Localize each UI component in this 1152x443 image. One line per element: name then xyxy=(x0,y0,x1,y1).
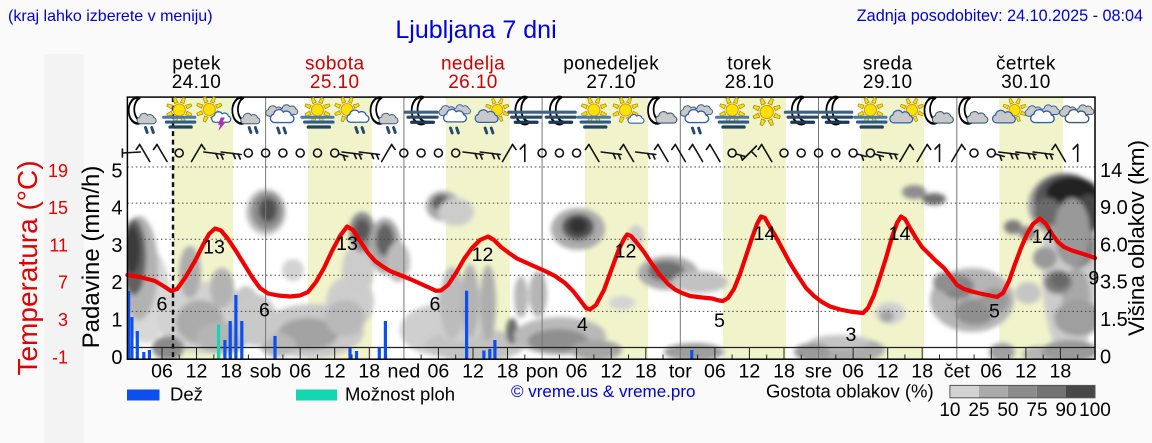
svg-text:28.10: 28.10 xyxy=(725,72,775,93)
svg-text:Višina oblakov (km): Višina oblakov (km) xyxy=(1124,140,1149,336)
svg-text:10: 10 xyxy=(939,400,960,421)
svg-text:25.10: 25.10 xyxy=(310,72,360,93)
svg-text:sobota: sobota xyxy=(305,54,364,75)
svg-text:3: 3 xyxy=(58,310,68,330)
svg-text:06: 06 xyxy=(428,361,450,383)
svg-text:3.5: 3.5 xyxy=(1100,272,1128,294)
svg-text:19: 19 xyxy=(48,161,68,181)
svg-text:50: 50 xyxy=(997,400,1018,421)
svg-text:06: 06 xyxy=(842,361,864,383)
svg-text:12: 12 xyxy=(462,361,484,383)
svg-text:14: 14 xyxy=(1032,226,1054,248)
svg-text:1: 1 xyxy=(111,310,122,332)
svg-text:4: 4 xyxy=(577,314,588,336)
svg-text:5: 5 xyxy=(714,310,725,332)
svg-text:torek: torek xyxy=(727,54,771,75)
svg-text:tor: tor xyxy=(669,361,692,383)
svg-text:14: 14 xyxy=(754,223,776,245)
svg-text:2: 2 xyxy=(111,272,122,294)
svg-text:13: 13 xyxy=(336,233,358,255)
svg-text:Možnost ploh: Možnost ploh xyxy=(345,384,455,405)
svg-text:24.10: 24.10 xyxy=(172,72,222,93)
svg-text:14: 14 xyxy=(1100,160,1122,182)
svg-text:12: 12 xyxy=(877,361,899,383)
svg-text:06: 06 xyxy=(980,361,1002,383)
svg-text:četrtek: četrtek xyxy=(996,54,1056,75)
svg-text:-1: -1 xyxy=(52,347,68,367)
svg-text:Ljubljana 7 dni: Ljubljana 7 dni xyxy=(395,16,556,44)
svg-text:Padavine (mm/h): Padavine (mm/h) xyxy=(78,166,105,349)
svg-text:6: 6 xyxy=(259,299,270,321)
svg-text:6: 6 xyxy=(430,293,441,315)
svg-text:14: 14 xyxy=(889,223,911,245)
svg-text:25: 25 xyxy=(968,400,989,421)
svg-text:12: 12 xyxy=(615,241,637,263)
svg-text:4: 4 xyxy=(111,198,122,220)
svg-text:9: 9 xyxy=(1088,268,1099,290)
svg-text:26.10: 26.10 xyxy=(448,72,498,93)
svg-text:06: 06 xyxy=(151,361,173,383)
svg-text:7: 7 xyxy=(58,273,68,293)
svg-text:06: 06 xyxy=(704,361,726,383)
svg-text:12: 12 xyxy=(600,361,622,383)
svg-text:12: 12 xyxy=(472,244,494,266)
svg-text:18: 18 xyxy=(635,361,657,383)
svg-text:nedelja: nedelja xyxy=(441,54,505,75)
svg-text:Temperatura (°C): Temperatura (°C) xyxy=(12,160,43,375)
svg-text:30.10: 30.10 xyxy=(1001,72,1051,93)
svg-text:18: 18 xyxy=(1050,361,1072,383)
svg-text:9.0: 9.0 xyxy=(1100,197,1128,219)
svg-text:Dež: Dež xyxy=(170,384,203,405)
svg-text:ponedeljek: ponedeljek xyxy=(563,54,659,75)
svg-text:čet: čet xyxy=(944,361,971,383)
svg-text:29.10: 29.10 xyxy=(863,72,913,93)
svg-text:© vreme.us & vreme.pro: © vreme.us & vreme.pro xyxy=(511,382,695,401)
svg-text:12: 12 xyxy=(739,361,761,383)
svg-text:18: 18 xyxy=(220,361,242,383)
svg-text:0: 0 xyxy=(111,347,122,369)
svg-text:Gostota oblakov (%): Gostota oblakov (%) xyxy=(766,381,934,402)
svg-text:sre: sre xyxy=(805,361,832,383)
svg-text:100: 100 xyxy=(1079,400,1111,421)
svg-text:18: 18 xyxy=(773,361,795,383)
svg-text:12: 12 xyxy=(186,361,208,383)
svg-text:sob: sob xyxy=(250,361,282,383)
svg-text:18: 18 xyxy=(497,361,519,383)
svg-text:06: 06 xyxy=(566,361,588,383)
svg-text:18: 18 xyxy=(358,361,380,383)
svg-text:6.0: 6.0 xyxy=(1100,234,1128,256)
svg-text:1.5: 1.5 xyxy=(1100,309,1128,331)
svg-text:90: 90 xyxy=(1055,400,1076,421)
svg-text:3: 3 xyxy=(846,324,857,346)
svg-text:06: 06 xyxy=(289,361,311,383)
svg-text:18: 18 xyxy=(911,361,933,383)
svg-text:petek: petek xyxy=(172,54,221,75)
svg-text:12: 12 xyxy=(1015,361,1037,383)
svg-text:27.10: 27.10 xyxy=(586,72,636,93)
svg-text:75: 75 xyxy=(1026,400,1047,421)
svg-text:pon: pon xyxy=(526,361,559,383)
svg-text:13: 13 xyxy=(203,237,225,259)
svg-text:(kraj lahko izberete v meniju): (kraj lahko izberete v meniju) xyxy=(8,8,213,25)
svg-text:0: 0 xyxy=(1100,346,1111,368)
svg-text:sreda: sreda xyxy=(863,54,913,75)
svg-text:12: 12 xyxy=(324,361,346,383)
svg-text:3: 3 xyxy=(111,235,122,257)
svg-text:5: 5 xyxy=(989,300,1000,322)
svg-text:Zadnja posodobitev: 24.10.2025: Zadnja posodobitev: 24.10.2025 - 08:04 xyxy=(857,7,1143,25)
svg-text:15: 15 xyxy=(48,198,68,218)
svg-text:5: 5 xyxy=(111,160,122,182)
svg-text:11: 11 xyxy=(49,235,68,255)
svg-text:6: 6 xyxy=(157,293,168,315)
svg-text:ned: ned xyxy=(388,361,421,383)
